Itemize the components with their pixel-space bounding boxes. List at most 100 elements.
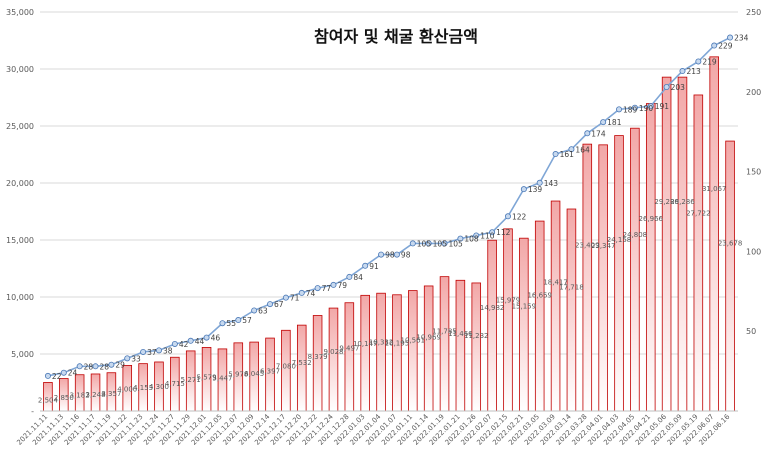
bar-value-label: 16,659 (527, 292, 552, 300)
participant-line (47, 36, 731, 377)
line-value-label: 174 (591, 129, 606, 138)
bar-value-label: 24,808 (623, 231, 648, 239)
right-tick-label: 50 (746, 327, 756, 336)
bar-value-label: 9,497 (339, 345, 359, 353)
line-value-label: 28 (100, 362, 110, 371)
line-marker (346, 273, 353, 280)
line-value-label: 189 (623, 105, 638, 114)
bar-value-label: 29,286 (654, 198, 679, 206)
line-marker (695, 58, 702, 65)
line-value-label: 105 (433, 239, 448, 248)
line-marker (679, 68, 686, 75)
line-marker (187, 337, 194, 344)
left-tick-label: 15,000 (6, 236, 34, 245)
bar (725, 140, 735, 412)
line-value-label: 105 (417, 239, 432, 248)
bar-value-label: 7,080 (276, 363, 296, 371)
line-value-label: 190 (639, 104, 654, 113)
bar (519, 237, 529, 412)
line-marker (457, 235, 464, 242)
line-value-label: 42 (179, 340, 189, 349)
line-value-label: 164 (575, 145, 590, 154)
line-value-label: 234 (734, 34, 749, 43)
line-marker (425, 240, 432, 247)
line-value-label: 122 (512, 212, 527, 221)
line-value-label: 46 (211, 334, 221, 343)
line-value-label: 203 (671, 83, 686, 92)
line-marker (393, 251, 400, 258)
bar-value-label: 11,785 (432, 328, 457, 336)
line-value-label: 98 (401, 251, 411, 260)
line-marker (330, 281, 337, 288)
line-marker (409, 240, 416, 247)
line-marker (171, 340, 178, 347)
bar (455, 279, 466, 412)
bar-value-label: 5,271 (181, 376, 201, 384)
bar (693, 94, 704, 412)
bar (614, 135, 624, 412)
line-value-label: 57 (242, 316, 252, 325)
bar (534, 220, 545, 412)
line-value-label: 55 (226, 319, 236, 328)
left-tick-label: 30,000 (6, 65, 34, 74)
line-value-label: 105 (449, 239, 464, 248)
line-marker (600, 119, 607, 126)
bar-value-label: 29,286 (670, 198, 695, 206)
line-marker (552, 151, 559, 158)
bar (376, 292, 386, 412)
bar (281, 329, 291, 412)
line-marker (251, 307, 258, 314)
line-marker (76, 363, 83, 370)
bar-value-label: 10,195 (385, 339, 410, 347)
line-data-labels: 22 24 28 28 29 33 37 38 42 44 46 55 57 63 67 71 74 77 79 84… (52, 34, 749, 381)
line-value-label: 219 (702, 57, 717, 66)
bar (408, 290, 418, 412)
bar (645, 103, 656, 412)
bar-value-label: 17,718 (559, 284, 584, 292)
line-marker (155, 347, 162, 354)
bar (503, 228, 513, 412)
line-value-label: 98 (385, 251, 395, 260)
line-value-label: 91 (369, 262, 379, 271)
line-marker (219, 320, 226, 327)
line-marker (727, 34, 734, 41)
bar-value-label: 26,966 (639, 215, 664, 223)
bar-value-label: 18,417 (543, 279, 568, 287)
bar-value-label: 4,300 (149, 383, 169, 391)
line-marker (536, 179, 543, 186)
line-value-label: 110 (480, 231, 495, 240)
bar-value-label: 5,579 (197, 374, 217, 382)
line-marker (631, 104, 638, 111)
bar-value-label: 8,379 (308, 353, 328, 361)
bar-value-label: 23,347 (591, 242, 616, 250)
bar-value-label: 10,561 (401, 337, 426, 345)
bar (566, 208, 577, 412)
line-value-label: 29 (115, 361, 125, 370)
bar-value-label: 11,466 (448, 330, 473, 338)
line-value-label: 229 (718, 42, 733, 51)
bar-value-label: 15,159 (512, 303, 537, 311)
line-value-label: 79 (337, 281, 347, 290)
bar-value-label: 2,504 (38, 396, 59, 404)
line-value-label: 63 (258, 306, 268, 315)
line-marker (711, 42, 718, 49)
bar (392, 294, 402, 412)
line-marker (441, 240, 448, 247)
line-marker (616, 106, 623, 113)
line-marker (663, 84, 670, 91)
bar-value-label: 4,153 (133, 384, 153, 392)
bar-value-label: 24,158 (607, 236, 632, 244)
bar-value-label: 11,232 (464, 332, 489, 340)
left-y-axis: - 5,000 10,000 15,000 20,000 25,000 30,000 35,0… (6, 8, 34, 416)
bar (328, 307, 339, 412)
bar-value-label: 9,028 (323, 348, 343, 356)
line-marker (473, 232, 480, 239)
line-value-label: 74 (306, 289, 316, 298)
bar-value-label: 3,248 (85, 391, 105, 399)
line-marker (504, 213, 511, 220)
right-tick-label: 150 (746, 168, 761, 177)
line-marker (489, 229, 496, 236)
bar-value-label: 6,397 (260, 368, 280, 376)
gridlines (40, 11, 738, 412)
